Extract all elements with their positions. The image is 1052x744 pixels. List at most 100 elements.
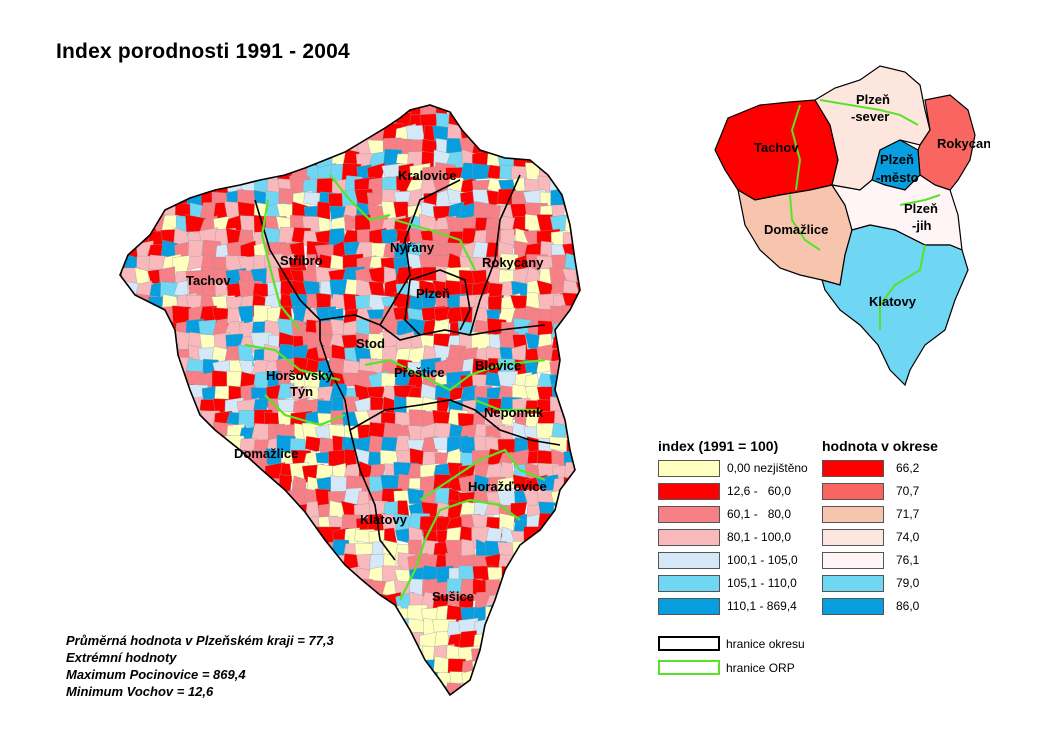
municipality-cell — [146, 604, 172, 628]
municipality-cell — [576, 645, 580, 665]
municipality-cell — [330, 105, 348, 116]
municipality-cell — [148, 319, 169, 340]
municipality-cell — [577, 422, 580, 440]
municipality-cell — [565, 136, 580, 156]
municipality-cell — [486, 696, 504, 711]
municipality-cell — [539, 135, 560, 163]
municipality-cell — [563, 540, 580, 558]
municipality-cell — [380, 682, 406, 695]
municipality-cell — [146, 386, 169, 399]
municipality-cell — [122, 447, 139, 472]
municipality-cell — [120, 449, 131, 468]
municipality-cell — [304, 579, 318, 598]
index-legend-swatch-5 — [658, 575, 720, 592]
municipality-cell — [133, 423, 150, 438]
municipality-cell — [579, 698, 590, 710]
municipality-cell — [123, 592, 140, 615]
municipality-cell — [138, 187, 153, 208]
main-map-label-9: Přeštice — [394, 365, 445, 380]
municipality-cell — [357, 605, 374, 620]
municipality-cell — [575, 267, 580, 286]
municipality-cell — [502, 670, 522, 692]
municipality-cell — [172, 112, 196, 133]
municipality-cell — [120, 383, 130, 402]
municipality-cell — [499, 410, 515, 426]
municipality-cell — [304, 125, 322, 143]
municipality-cell — [526, 629, 541, 655]
main-map-label-11: Nepomuk — [484, 405, 544, 420]
municipality-cell — [383, 658, 407, 681]
municipality-cell — [512, 671, 529, 693]
municipality-cell — [163, 410, 184, 432]
municipality-cell — [120, 123, 126, 145]
municipality-cell — [171, 540, 196, 562]
municipality-cell — [252, 105, 268, 117]
municipality-cell — [511, 594, 527, 613]
municipality-cell — [577, 175, 580, 195]
municipality-cell — [540, 669, 555, 692]
municipality-cell — [175, 436, 197, 459]
municipality-cell — [174, 124, 190, 139]
mini-map-label-0: Plzeň — [856, 92, 890, 107]
municipality-cell — [332, 659, 346, 675]
municipality-cell — [523, 658, 547, 679]
municipality-cell — [498, 698, 515, 710]
municipality-cell — [120, 513, 138, 534]
municipality-cell — [292, 530, 308, 546]
municipality-cell — [146, 436, 168, 456]
municipality-cell — [185, 449, 208, 469]
municipality-cell — [120, 149, 126, 169]
municipality-cell — [302, 656, 319, 680]
municipality-cell — [265, 672, 283, 688]
municipality-cell — [266, 114, 281, 130]
municipality-cell — [511, 632, 532, 650]
municipality-cell — [122, 331, 144, 356]
municipality-cell — [562, 603, 580, 621]
municipality-cell — [124, 318, 144, 341]
municipality-cell — [147, 541, 169, 560]
municipality-cell — [238, 490, 260, 510]
municipality-cell — [565, 111, 578, 134]
municipality-cell — [120, 397, 125, 414]
municipality-cell — [120, 553, 128, 577]
municipality-cell — [577, 136, 580, 163]
municipality-cell — [278, 698, 296, 710]
municipality-cell — [185, 105, 209, 118]
municipality-cell — [134, 460, 156, 486]
municipality-cell — [238, 138, 257, 157]
municipality-cell — [435, 697, 456, 710]
municipality-cell — [564, 335, 580, 356]
municipality-cell — [186, 437, 203, 456]
district-overview-map: Plzeň -sever Tachov Rokycany Plzeň -město Plze… — [714, 65, 990, 387]
municipality-cell — [121, 464, 142, 480]
municipality-cell — [510, 123, 534, 140]
municipality-cell — [368, 645, 386, 662]
municipality-cell — [146, 345, 166, 362]
municipality-cell — [306, 105, 321, 115]
municipality-cell — [512, 617, 533, 638]
municipality-cell — [289, 105, 309, 112]
municipality-cell — [250, 515, 273, 533]
municipality-cell — [137, 105, 154, 116]
municipality-cell — [342, 604, 366, 629]
municipality-cell — [537, 605, 561, 623]
municipality-cell — [539, 541, 559, 556]
municipality-cell — [305, 435, 321, 453]
municipality-cell — [380, 631, 403, 648]
municipality-cell — [497, 123, 522, 144]
municipality-cell — [202, 464, 220, 486]
municipality-cell — [576, 552, 580, 572]
municipality-cell — [317, 696, 336, 710]
municipality-cell — [576, 192, 580, 206]
municipality-cell — [173, 487, 196, 510]
municipality-cell — [318, 125, 338, 143]
municipality-cell — [253, 128, 273, 141]
municipality-cell — [552, 580, 573, 603]
municipality-cell — [553, 505, 576, 523]
municipality-cell — [187, 464, 205, 486]
municipality-cell — [280, 579, 298, 600]
municipality-cell — [135, 567, 154, 586]
municipality-cell — [120, 296, 138, 313]
municipality-cell — [574, 215, 580, 237]
municipality-cell — [121, 136, 135, 153]
